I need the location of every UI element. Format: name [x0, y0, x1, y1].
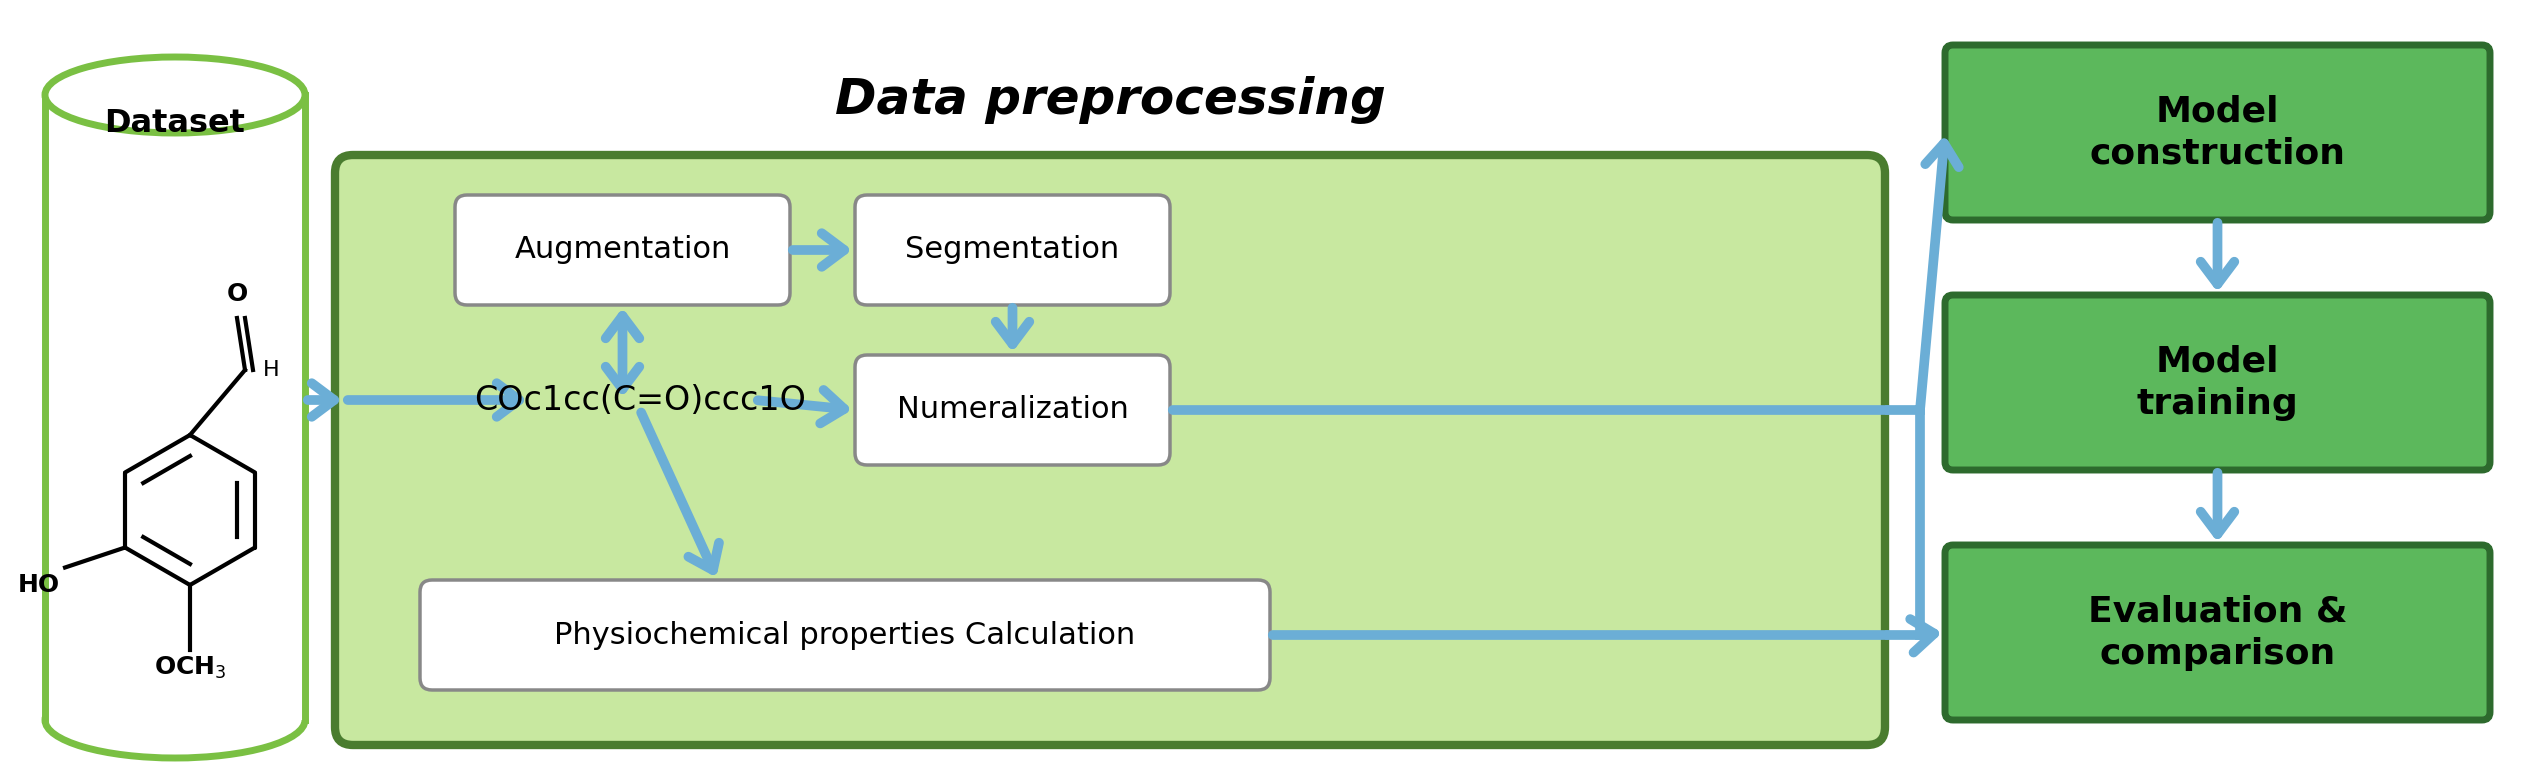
- FancyBboxPatch shape: [420, 580, 1271, 690]
- FancyBboxPatch shape: [1945, 545, 2489, 720]
- Ellipse shape: [46, 682, 304, 758]
- Text: Segmentation: Segmentation: [906, 236, 1119, 264]
- Text: Numeralization: Numeralization: [896, 395, 1129, 424]
- Bar: [46, 95, 304, 720]
- Text: Evaluation &
comparison: Evaluation & comparison: [2089, 594, 2347, 671]
- FancyBboxPatch shape: [856, 355, 1170, 465]
- FancyBboxPatch shape: [1945, 295, 2489, 470]
- FancyBboxPatch shape: [1945, 45, 2489, 220]
- Text: HO: HO: [18, 573, 61, 597]
- Text: COc1cc(C=O)ccc1O: COc1cc(C=O)ccc1O: [473, 384, 805, 417]
- Text: O: O: [225, 282, 248, 306]
- FancyBboxPatch shape: [856, 195, 1170, 305]
- Text: OCH$_3$: OCH$_3$: [154, 655, 225, 681]
- Text: Augmentation: Augmentation: [514, 236, 732, 264]
- Text: Data preprocessing: Data preprocessing: [836, 76, 1385, 124]
- Text: Model
training: Model training: [2137, 345, 2299, 420]
- Ellipse shape: [46, 57, 304, 133]
- Text: H: H: [263, 360, 279, 380]
- FancyBboxPatch shape: [456, 195, 790, 305]
- FancyBboxPatch shape: [334, 155, 1884, 745]
- Text: Physiochemical properties Calculation: Physiochemical properties Calculation: [555, 621, 1137, 650]
- Text: Dataset: Dataset: [104, 108, 246, 139]
- Text: Model
construction: Model construction: [2089, 94, 2345, 171]
